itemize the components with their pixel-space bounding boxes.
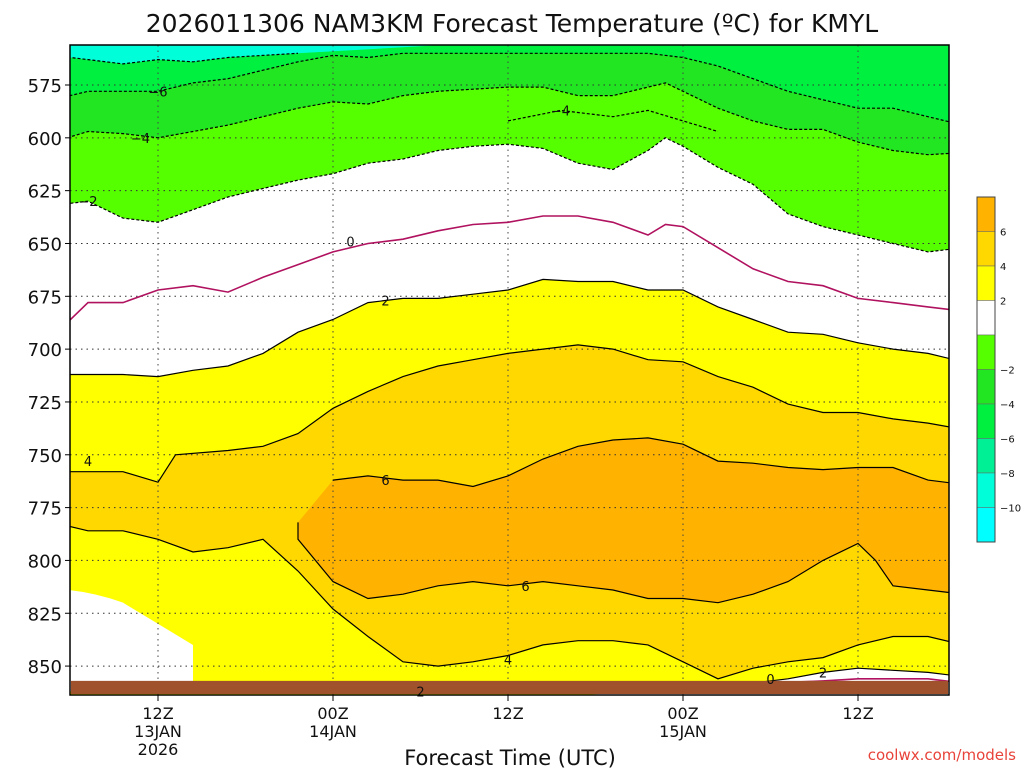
colorbar-label: −8 [1000,469,1015,480]
chart-title: 2026011306 NAM3KM Forecast Temperature (… [146,9,878,38]
colorbar-label: −10 [1000,504,1021,515]
colorbar-segment [977,266,995,301]
y-tick-label: 600 [28,129,62,150]
x-tick-date: 13JAN [134,722,182,741]
y-tick-label: 850 [28,657,62,678]
colorbar-segment [977,439,995,474]
y-axis: 575 600 625 650 675 700 725 750 775 800 825 850 [28,76,70,678]
contour-label: 4 [84,455,92,470]
y-tick-label: 750 [28,446,62,467]
colorbar-segment [977,508,995,543]
y-tick-label: 575 [28,76,62,97]
y-tick-label: 700 [28,340,62,361]
contour-label: 0 [346,235,354,250]
colorbar-segment [977,404,995,439]
credit-text[interactable]: coolwx.com/models [868,746,1016,764]
colorbar-label: −6 [1000,435,1015,446]
contour-label: 6 [521,580,529,595]
colorbar-segment [977,197,995,232]
x-tick-label: 00Z [317,704,348,723]
contour-label: −4 [551,104,570,119]
contour-label: 2 [381,295,389,310]
x-tick-label: 12Z [842,704,873,723]
contour-label: −2 [78,195,97,210]
colorbar-segment [977,301,995,336]
colorbar-segment [977,335,995,370]
y-tick-label: 725 [28,393,62,414]
y-tick-label: 825 [28,604,62,625]
contour-label: 6 [381,474,389,489]
colorbar-segment [977,370,995,405]
contour-label: 2 [819,666,827,681]
y-tick-label: 800 [28,551,62,572]
y-tick-label: 650 [28,234,62,255]
x-axis-label: Forecast Time (UTC) [404,746,616,768]
contour-label: −6 [148,85,167,100]
temperature-fill-layer [0,11,1024,730]
colorbar-label: 6 [1000,228,1006,239]
colorbar-label: −2 [1000,366,1015,377]
colorbar-segment [977,232,995,267]
x-tick-year: 2026 [138,740,179,759]
colorbar-label: 2 [1000,297,1006,308]
x-tick-label: 12Z [492,704,523,723]
x-tick-date: 15JAN [659,722,707,741]
contour-label: 2 [416,685,424,700]
y-tick-label: 675 [28,287,62,308]
y-tick-label: 775 [28,499,62,520]
contour-label: −4 [131,132,150,147]
colorbar-label: −4 [1000,400,1015,411]
contour-label: 4 [504,654,512,669]
x-tick-date: 14JAN [309,722,357,741]
ground-surface [71,681,948,694]
ground-layer [71,681,948,694]
colorbar: 6 4 2 −2 −4 −6 −8 −10 [977,197,1021,542]
x-tick-label: 00Z [667,704,698,723]
contour-label: 0 [766,673,774,688]
x-tick-label: 12Z [142,704,173,723]
colorbar-label: 4 [1000,262,1006,273]
y-tick-label: 625 [28,182,62,203]
colorbar-segment [977,473,995,508]
